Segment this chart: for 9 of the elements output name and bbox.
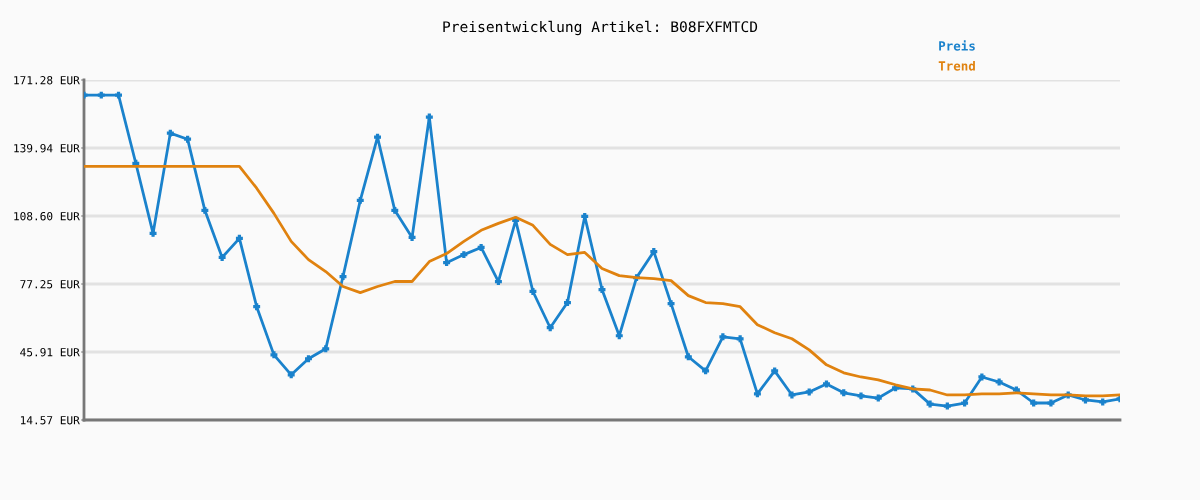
y-tick-label: 45.91 EUR [20, 348, 80, 357]
text: Trend [938, 60, 975, 71]
chart-title: Preisentwicklung Artikel: B08FXFMTCD [443, 20, 758, 36]
y-tick-label: 139.94 EUR [14, 144, 80, 153]
text: Preis [939, 40, 975, 51]
y-tick-label: 14.57 EUR [20, 416, 80, 425]
y-tick-label: 171.28 EUR [14, 76, 80, 85]
y-tick-label: 77.25 EUR [20, 280, 80, 289]
y-tick-label: 108.60 EUR [14, 212, 80, 221]
